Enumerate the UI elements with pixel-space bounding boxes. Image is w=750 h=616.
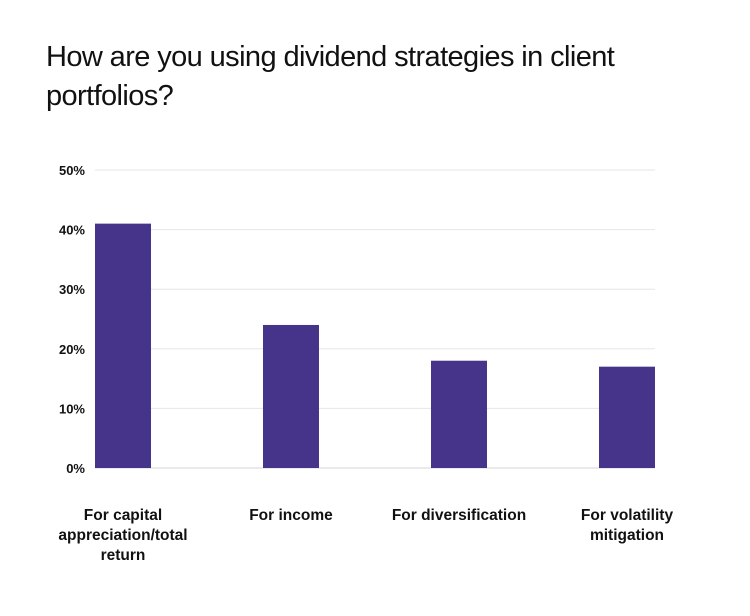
- y-tick-label: 50%: [59, 163, 85, 178]
- x-category-label: For capital appreciation/total return: [58, 507, 188, 564]
- chart-title: How are you using dividend strategies in…: [46, 41, 615, 112]
- x-category-label: For income: [249, 507, 333, 524]
- y-tick-label: 40%: [59, 223, 85, 238]
- y-tick-label: 30%: [59, 282, 85, 297]
- bar: [95, 223, 151, 468]
- bar: [263, 324, 319, 468]
- y-tick-label: 0%: [66, 461, 85, 476]
- y-tick-label: 20%: [59, 342, 85, 357]
- y-tick-label: 10%: [59, 401, 85, 416]
- x-category-label: For diversification: [391, 507, 527, 524]
- bar: [431, 360, 487, 468]
- x-category-label: For volatility mitigation: [580, 507, 674, 544]
- bar: [599, 366, 655, 468]
